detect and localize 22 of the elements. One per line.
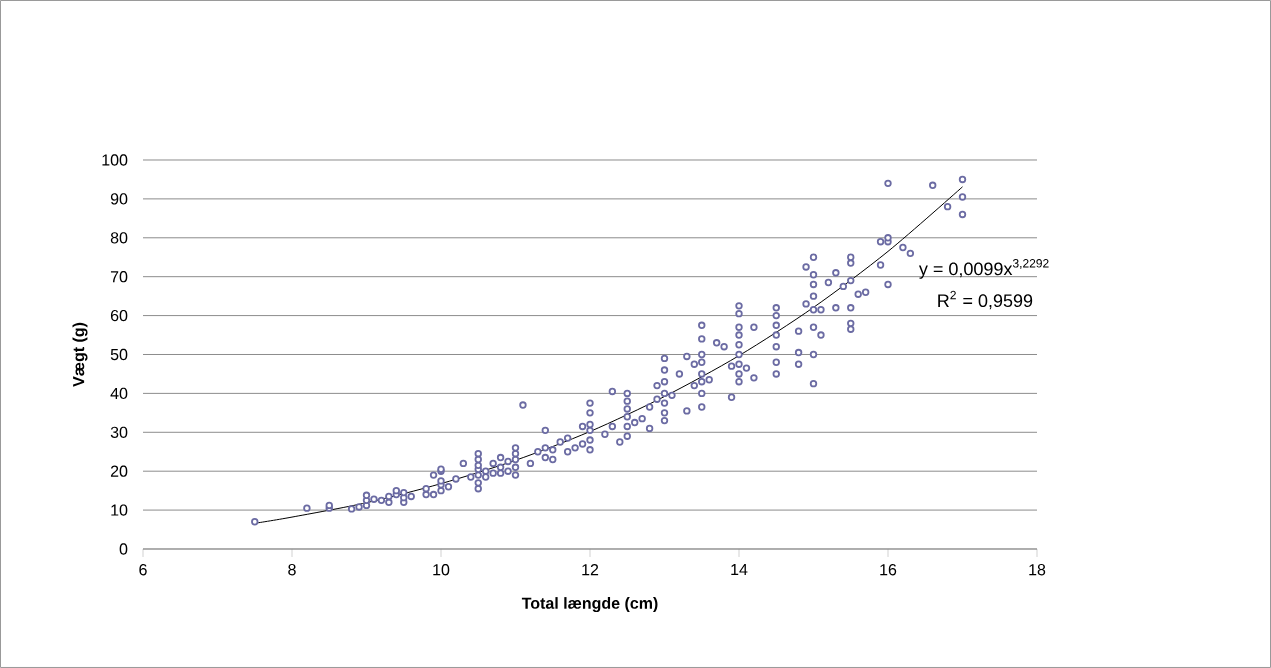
- x-tick-label: 10: [433, 564, 450, 576]
- y-tick-label: 80: [110, 232, 128, 244]
- y-tick-label: 50: [110, 348, 128, 361]
- annotation: R$^{2}$ = 0,9599: [938, 290, 1033, 310]
- x-axis-title: Total længde (cm): [521, 597, 658, 613]
- x-tick-label: 16: [880, 564, 897, 576]
- y-tick-label: 100: [102, 154, 128, 166]
- y-tick-label: 30: [110, 426, 128, 438]
- y-tick-label: 10: [111, 504, 128, 516]
- x-tick-label: 8: [288, 564, 296, 576]
- y-tick-label: 40: [110, 387, 128, 400]
- x-tick-label: 12: [582, 564, 599, 576]
- annotation: y = 0,0099x$^{3,2292}$: [918, 259, 1049, 279]
- y-axis-title: Vægt (g): [72, 322, 88, 387]
- y-tick-label: 90: [110, 193, 128, 205]
- x-tick-label: 6: [139, 564, 147, 576]
- y-tick-label: 60: [110, 309, 128, 322]
- y-tick-label: 70: [110, 271, 128, 283]
- x-tick-label: 18: [1029, 564, 1046, 576]
- x-tick-label: 14: [731, 564, 748, 576]
- y-tick-label: 0: [119, 543, 128, 555]
- y-tick-label: 20: [110, 465, 128, 477]
